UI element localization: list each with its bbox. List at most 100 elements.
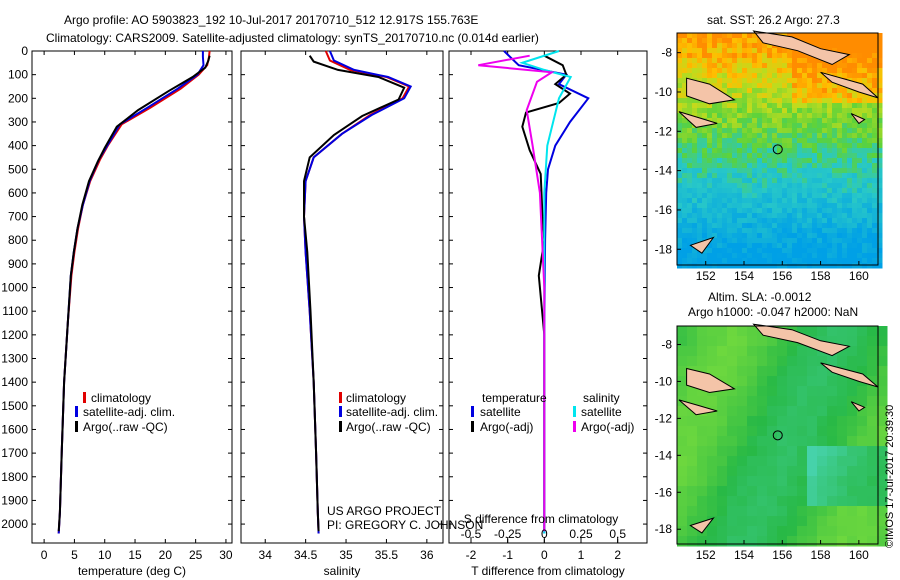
map-cell <box>867 43 873 49</box>
map-cell <box>707 213 713 219</box>
map-cell <box>722 63 728 69</box>
map-cell <box>757 336 768 347</box>
map-cell <box>867 183 873 189</box>
map-cell <box>802 208 808 214</box>
map-cell <box>827 83 833 89</box>
map-cell <box>762 128 768 134</box>
map-cell <box>802 183 808 189</box>
map-cell <box>797 386 808 397</box>
map-cell <box>697 456 708 467</box>
map-cell <box>752 253 758 259</box>
map-cell <box>692 208 698 214</box>
map-cell <box>812 138 818 144</box>
map-cell <box>822 238 828 244</box>
map-cell <box>747 38 753 44</box>
map-cell <box>692 223 698 229</box>
map-cell <box>857 158 863 164</box>
map-cell <box>792 108 798 114</box>
map-cell <box>877 516 888 527</box>
map-cell <box>707 173 713 179</box>
map-cell <box>677 53 683 59</box>
map-cell <box>837 178 843 184</box>
map-cell <box>737 476 748 487</box>
map-cell <box>727 83 733 89</box>
map-cell <box>717 123 723 129</box>
map-cell <box>857 173 863 179</box>
map-cell <box>817 536 828 547</box>
map-cell <box>797 233 803 239</box>
map-cell <box>862 108 868 114</box>
map-cell <box>697 213 703 219</box>
map-cell <box>737 496 748 507</box>
map-cell <box>677 346 688 357</box>
map-cell <box>737 356 748 367</box>
map-cell <box>792 33 798 39</box>
map-cell <box>832 118 838 124</box>
map-cell <box>717 103 723 109</box>
map-cell <box>677 198 683 204</box>
map-cell <box>757 223 763 229</box>
map-cell <box>857 223 863 229</box>
map-cell <box>707 58 713 64</box>
map-cell <box>677 213 683 219</box>
map-cell <box>827 376 838 387</box>
map-cell <box>697 153 703 159</box>
salinity-panel-frame <box>240 50 444 544</box>
map-cell <box>752 78 758 84</box>
map-cell <box>842 258 848 264</box>
map-cell <box>772 58 778 64</box>
map-cell <box>727 536 738 547</box>
map-cell <box>677 188 683 194</box>
map-cell <box>827 208 833 214</box>
map-cell <box>792 213 798 219</box>
map-cell <box>812 248 818 254</box>
map-cell <box>807 356 818 367</box>
map-cell <box>717 336 728 347</box>
map-cell <box>842 153 848 159</box>
map-cell <box>777 516 788 527</box>
map-cell <box>857 53 863 59</box>
map-cell <box>782 68 788 74</box>
map-cell <box>767 263 773 269</box>
map-cell <box>757 238 763 244</box>
map-cell <box>702 43 708 49</box>
map-cell <box>837 356 848 367</box>
map-cell <box>727 213 733 219</box>
map-cell <box>682 228 688 234</box>
map-cell <box>867 133 873 139</box>
map-cell <box>702 168 708 174</box>
map-cell <box>797 366 808 377</box>
map-cell <box>862 138 868 144</box>
map-cell <box>877 396 888 407</box>
map-cell <box>727 436 738 447</box>
map-cell <box>717 143 723 149</box>
map-cell <box>757 213 763 219</box>
map-cell <box>842 73 848 79</box>
map-cell <box>752 108 758 114</box>
map-cell <box>797 98 803 104</box>
legend-label: Argo(..raw -QC) <box>83 420 168 434</box>
map-cell <box>722 183 728 189</box>
map-cell <box>782 218 788 224</box>
map-cell <box>847 188 853 194</box>
map-cell <box>822 243 828 249</box>
map-cell <box>727 178 733 184</box>
x-tick-label: 5 <box>71 548 78 562</box>
map-cell <box>787 516 798 527</box>
map-cell <box>862 78 868 84</box>
map-cell <box>847 248 853 254</box>
map-cell <box>827 93 833 99</box>
map-cell <box>787 168 793 174</box>
map-cell <box>792 88 798 94</box>
y-tick-label: 100 <box>8 68 28 82</box>
map-cell <box>792 218 798 224</box>
temperature-xlabel: temperature (deg C) <box>78 564 186 578</box>
map-cell <box>872 43 878 49</box>
map-cell <box>767 526 778 537</box>
map-cell <box>832 138 838 144</box>
map-cell <box>762 163 768 169</box>
map-cell <box>742 253 748 259</box>
map-cell <box>797 168 803 174</box>
map-cell <box>712 228 718 234</box>
map-cell <box>807 386 818 397</box>
